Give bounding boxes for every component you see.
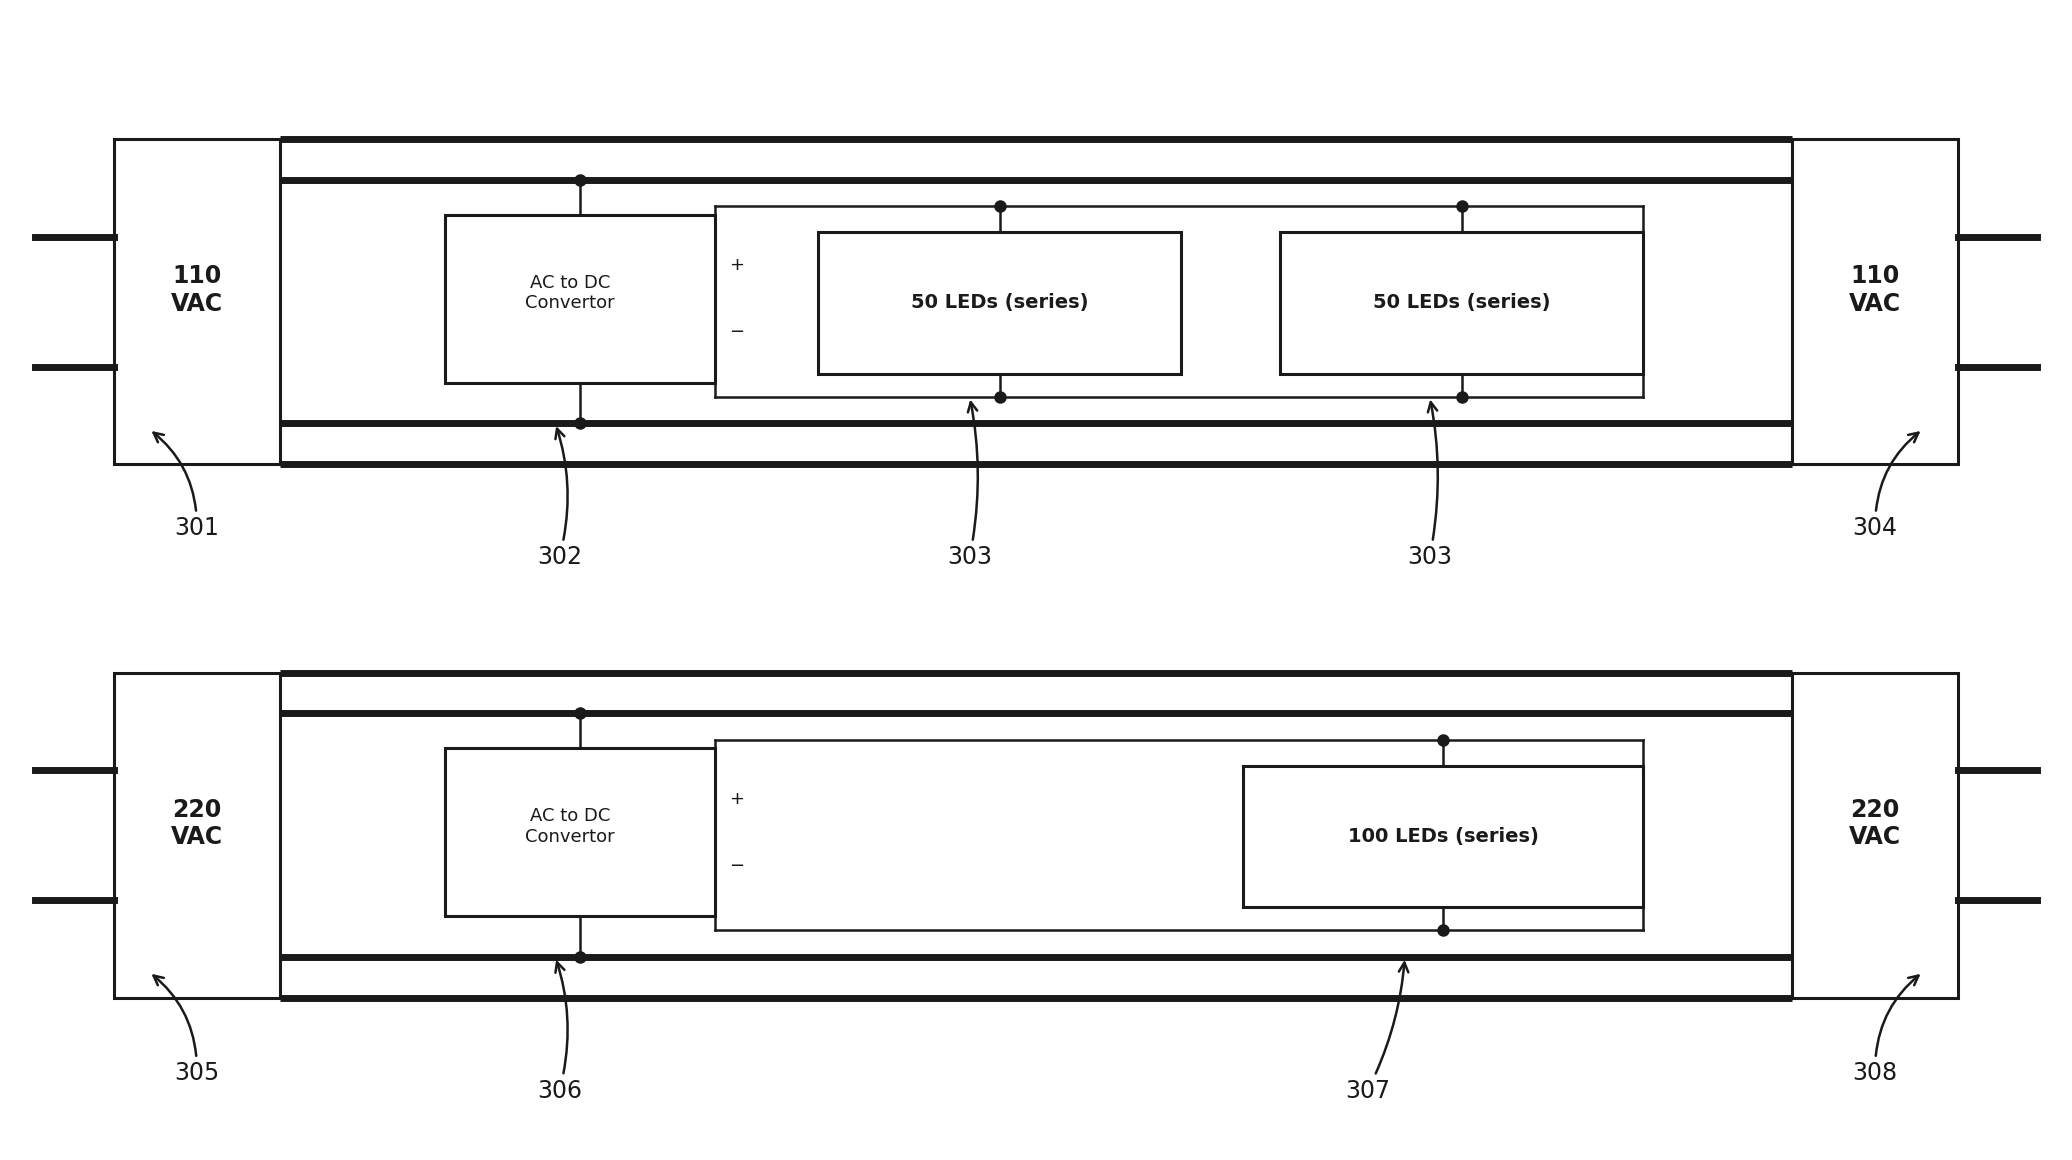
Bar [1243, 766, 1643, 907]
Text: −: − [729, 324, 744, 341]
Text: AC to DC
Convertor: AC to DC Convertor [524, 807, 615, 846]
Text: 50 LEDs (series): 50 LEDs (series) [1374, 293, 1550, 312]
Text: 303: 303 [947, 403, 992, 570]
Text: 110
VAC: 110 VAC [1848, 264, 1902, 316]
Bar [1792, 673, 1958, 998]
Text: AC to DC
Convertor: AC to DC Convertor [524, 274, 615, 312]
Text: 304: 304 [1852, 433, 1919, 541]
Text: 301: 301 [153, 433, 220, 541]
Text: +: + [729, 790, 744, 807]
Text: 306: 306 [537, 963, 582, 1103]
Bar [818, 232, 1181, 374]
Bar [114, 139, 280, 464]
Bar [1792, 139, 1958, 464]
Text: 110
VAC: 110 VAC [170, 264, 224, 316]
Text: 308: 308 [1852, 976, 1919, 1086]
Text: +: + [729, 256, 744, 274]
Text: −: − [729, 857, 744, 875]
Bar [445, 215, 715, 383]
Bar [1280, 232, 1643, 374]
Text: 100 LEDs (series): 100 LEDs (series) [1347, 827, 1539, 846]
Text: 50 LEDs (series): 50 LEDs (series) [912, 293, 1088, 312]
Text: 303: 303 [1407, 403, 1452, 570]
Bar [445, 748, 715, 916]
Text: 220
VAC: 220 VAC [170, 798, 224, 849]
Text: 305: 305 [153, 976, 220, 1086]
Text: 307: 307 [1345, 963, 1409, 1103]
Text: 302: 302 [537, 429, 582, 570]
Text: 220
VAC: 220 VAC [1848, 798, 1902, 849]
Bar [114, 673, 280, 998]
